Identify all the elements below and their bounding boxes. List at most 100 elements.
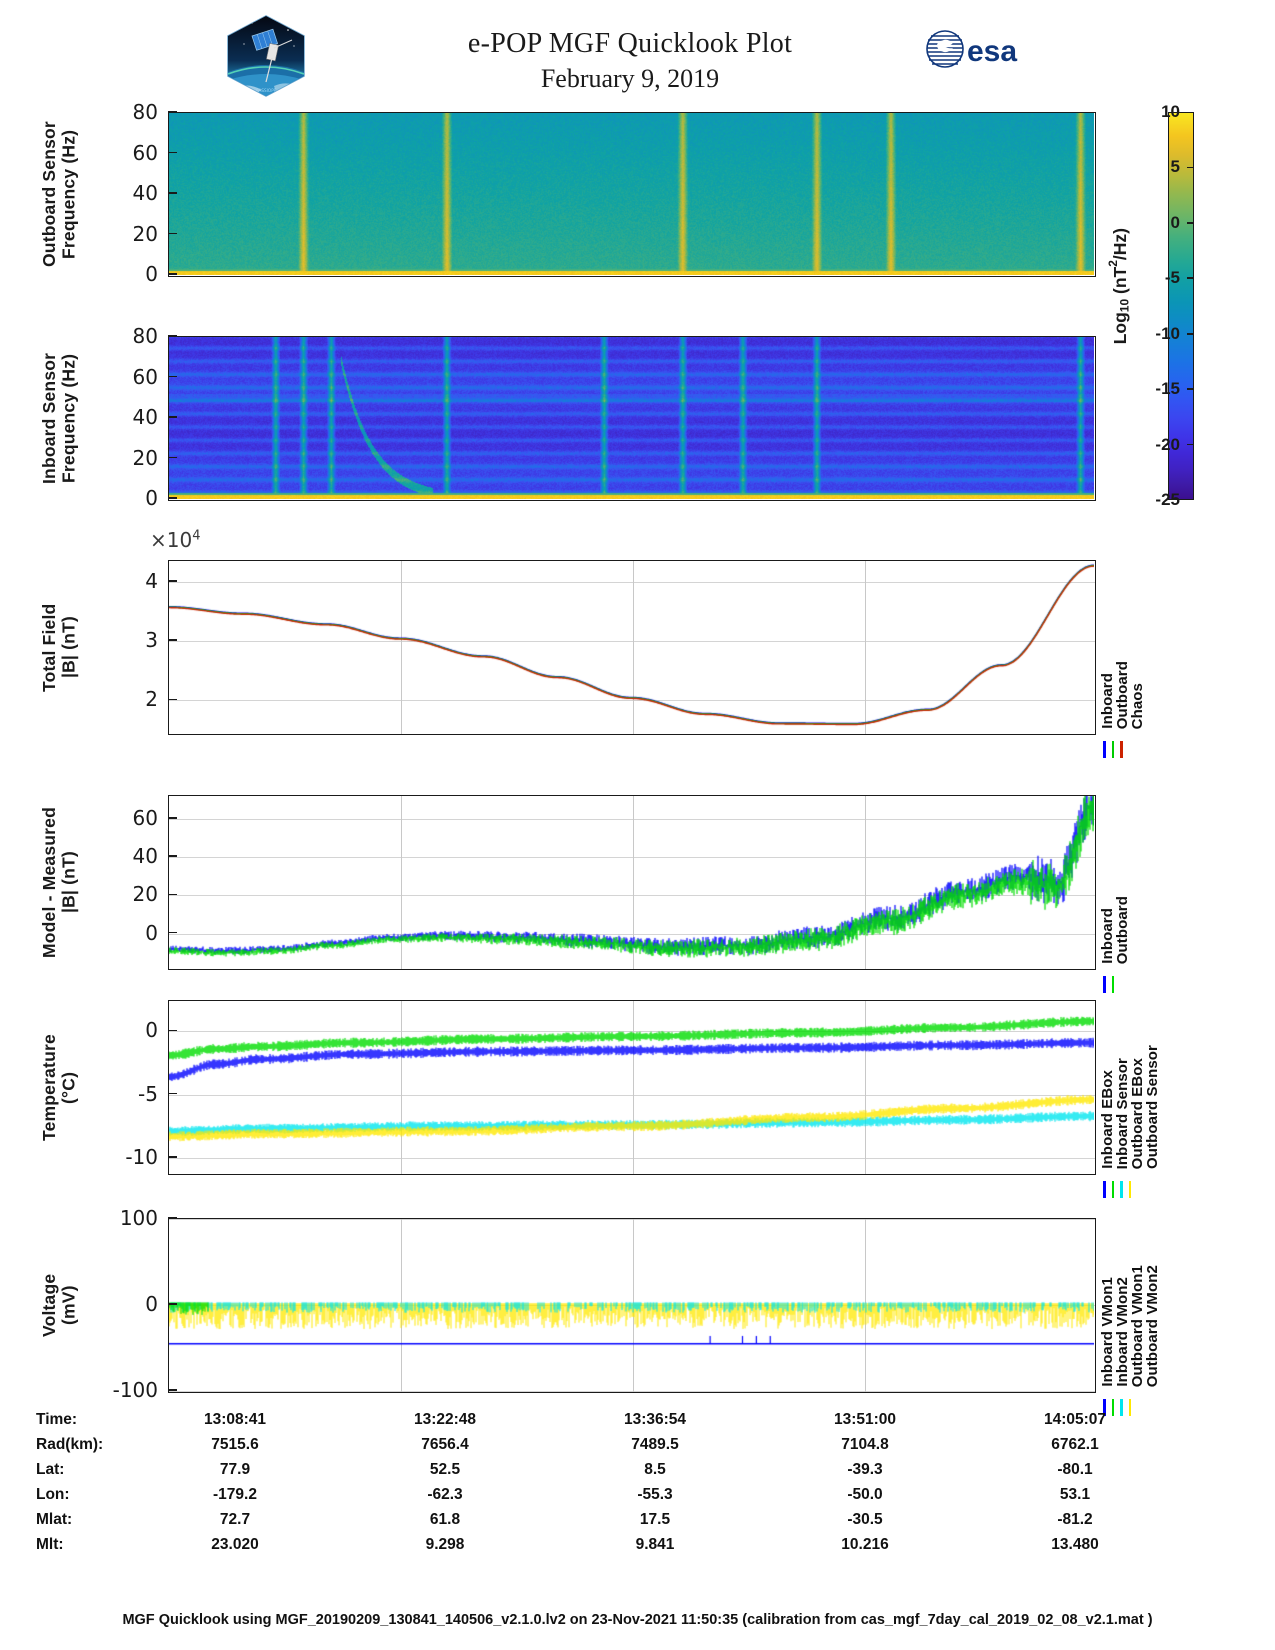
legend-label: Outboard VMon2 (1144, 1264, 1161, 1387)
y-tick-mark (168, 375, 177, 378)
y-tick-label: 40 (132, 405, 158, 429)
y-tick-label: 4 (145, 568, 158, 593)
legend-color-swatch (1128, 1399, 1131, 1416)
table-cell: 7489.5 (631, 1435, 679, 1453)
panel-model-minus-measured (168, 795, 1096, 970)
legend-color-swatch (1120, 741, 1123, 758)
y-tick-mark (168, 817, 177, 819)
table-row: Rad(km): 7515.6 7656.4 7489.5 7104.8 6762.1 (0, 1432, 1180, 1457)
table-row-label: Mlat: (36, 1510, 73, 1528)
y-tick-label: -100 (112, 1378, 158, 1402)
table-row-label: Lat: (36, 1460, 65, 1478)
esa-logo: esa (925, 28, 1045, 72)
y-tick-mark (168, 497, 177, 499)
table-row: Lat: 77.9 52.5 8.5 -39.3 -80.1 (0, 1457, 1180, 1482)
panel-temperature (168, 1000, 1096, 1175)
y-tick-mark (168, 1029, 177, 1032)
colorbar-tick-label: -10 (1155, 323, 1180, 343)
y-axis-label-total-field: Total Field |B| (nT) (39, 560, 79, 735)
legend-color-swatch (1103, 741, 1106, 758)
ephemeris-table: Time: 13:08:41 13:22:48 13:36:54 13:51:00 14:… (0, 1407, 1180, 1557)
y-tick-label: 60 (132, 140, 158, 165)
panel-voltage (168, 1218, 1096, 1393)
y-tick-mark (168, 416, 177, 418)
table-cell: -30.5 (847, 1510, 883, 1528)
table-row-label: Time: (36, 1410, 78, 1428)
table-cell: 52.5 (429, 1460, 461, 1478)
table-cell: -39.3 (847, 1460, 883, 1478)
y-axis-label-line: Temperature (39, 1034, 59, 1141)
table-row-label: Mlt: (36, 1535, 64, 1553)
colorbar-tick-label: -5 (1164, 268, 1180, 288)
y-axis-label-line: Inboard Sensor (39, 352, 59, 485)
y-axis-label-line: Model - Measured (39, 807, 59, 959)
title-date: February 9, 2019 (540, 64, 720, 93)
table-cell: 7515.6 (211, 1435, 259, 1453)
y-tick-mark (168, 1217, 177, 1219)
colorbar-tick-label: -25 (1155, 490, 1180, 509)
y-tick-mark (168, 151, 177, 154)
y-tick-mark (168, 335, 177, 337)
colorbar-tick-mark (1187, 277, 1194, 280)
colorbar-title: Log10 (nT2/Hz) (1106, 228, 1132, 345)
legend-label: Outboard VMon1 (1129, 1264, 1146, 1387)
table-cell: 13:22:48 (413, 1410, 477, 1428)
table-cell: 13:51:00 (833, 1410, 897, 1428)
y-tick-mark (168, 232, 177, 235)
colorbar-tick-mark (1187, 388, 1194, 390)
y-tick-mark (168, 273, 177, 275)
plot-canvas-model-minus-measured (169, 796, 1094, 968)
legend-color-swatch (1111, 741, 1114, 758)
table-cell: 13:36:54 (623, 1410, 687, 1428)
y-axis-label-line: Frequency (Hz) (58, 129, 79, 260)
legend-label: Inboard VMon1 (1099, 1277, 1116, 1387)
table-cell: -80.1 (1057, 1460, 1093, 1478)
legend-label: Outboard (1114, 895, 1131, 964)
table-cell: -50.0 (847, 1485, 883, 1503)
y-tick-mark (168, 639, 177, 641)
y-tick-mark (168, 893, 177, 896)
y-tick-label: 0 (145, 1292, 158, 1316)
table-cell: 53.1 (1059, 1485, 1091, 1503)
colorbar-tick-label: 10 (1161, 102, 1180, 121)
y-tick-label: 60 (132, 364, 158, 389)
legend-voltage: Inboard VMon1 Inboard VMon2 Outboard VMon1… (1099, 1222, 1161, 1387)
y-axis-label-line: |B| (nT) (58, 851, 79, 914)
y-tick-label: -10 (125, 1144, 158, 1169)
y-axis-label-line: (mV) (58, 1285, 79, 1326)
table-row: Mlat: 72.7 61.8 17.5 -30.5 -81.2 (0, 1507, 1180, 1532)
y-axis-label-voltage: Voltage (mV) (39, 1218, 79, 1393)
table-cell: -55.3 (637, 1485, 673, 1503)
panel-outboard-spectrogram (168, 112, 1096, 277)
y-axis-exponent: ×104 (150, 528, 201, 552)
y-tick-label: 20 (132, 882, 158, 907)
legend-markers-total-field (1103, 741, 1123, 758)
footer-provenance: MGF Quicklook using MGF_20190209_130841_… (122, 1612, 1153, 1628)
y-tick-mark (168, 1156, 177, 1158)
table-cell: 10.216 (841, 1535, 889, 1553)
table-cell: 7656.4 (421, 1435, 469, 1453)
table-cell: 9.841 (635, 1535, 675, 1553)
y-tick-label: 20 (132, 445, 158, 470)
table-row: Mlt: 23.020 9.298 9.841 10.216 13.480 (0, 1532, 1180, 1557)
legend-label: Chaos (1129, 682, 1146, 729)
legend-color-swatch (1120, 1399, 1123, 1416)
legend-label: Inboard EBox (1099, 1070, 1116, 1169)
esa-wordmark: esa (967, 35, 1017, 68)
legend-label: Outboard Sensor (1144, 1044, 1161, 1169)
legend-color-swatch (1103, 976, 1106, 993)
svg-text:CASSIOPE: CASSIOPE (256, 88, 277, 93)
y-tick-label: 40 (132, 844, 158, 869)
legend-markers-voltage (1103, 1399, 1131, 1416)
cassiope-mission-logo: CASSIOPE (222, 14, 310, 98)
legend-label: Outboard EBox (1129, 1057, 1146, 1169)
y-tick-mark (168, 1389, 177, 1391)
table-row-label: Rad(km): (36, 1435, 104, 1453)
y-tick-label: 0 (145, 1018, 158, 1043)
legend-color-swatch (1128, 1181, 1131, 1198)
table-row: Lon: -179.2 -62.3 -55.3 -50.0 53.1 (0, 1482, 1180, 1507)
y-tick-label: 3 (145, 628, 158, 653)
colorbar-tick-mark (1187, 332, 1194, 335)
legend-color-swatch (1103, 1399, 1106, 1416)
legend-label: Inboard Sensor (1114, 1057, 1131, 1169)
